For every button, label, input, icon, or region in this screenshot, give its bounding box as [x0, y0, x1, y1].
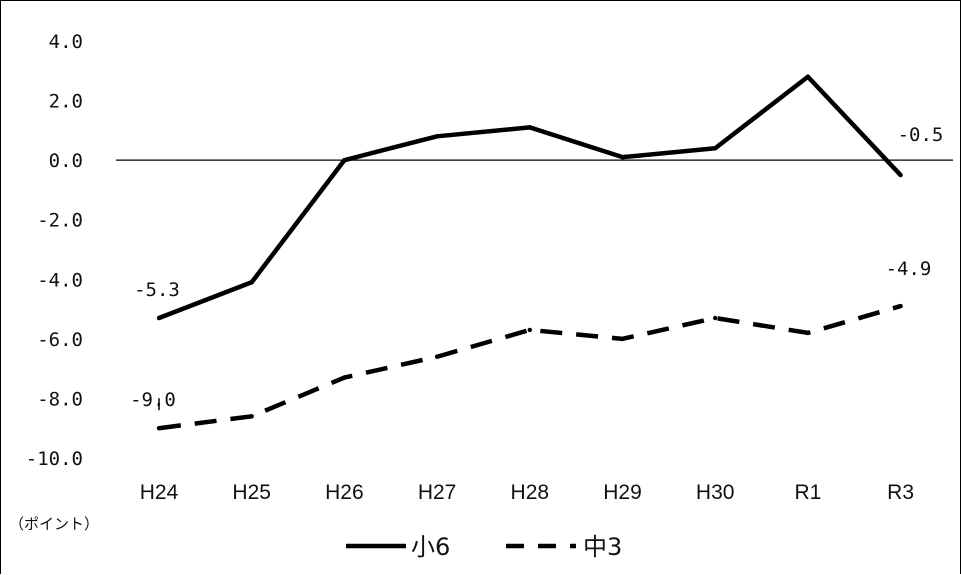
y-tick-label: -6.0 [37, 329, 83, 351]
data-label: -4.9 [886, 258, 932, 280]
x-tick-label: H25 [232, 481, 271, 504]
data-point [805, 74, 811, 79]
x-tick-label: H27 [418, 481, 457, 504]
data-point [805, 330, 811, 336]
x-tick-label: H28 [511, 481, 550, 504]
legend: 小6 中3 [346, 533, 622, 561]
data-point [620, 154, 625, 160]
data-point [156, 426, 162, 431]
y-axis-unit-label: （ポイント） [9, 515, 99, 533]
data-point [249, 280, 254, 285]
y-tick-label: -8.0 [37, 388, 83, 410]
y-tick-label: -2.0 [37, 210, 83, 232]
data-point [342, 375, 347, 380]
y-tick-label: 4.0 [49, 31, 83, 53]
data-point [156, 315, 162, 321]
series-line-1 [158, 74, 903, 321]
x-tick-label: R1 [794, 481, 821, 504]
x-tick-label: H29 [603, 481, 642, 504]
x-tick-label: H30 [696, 481, 735, 504]
x-axis-ticks: H24 H25 H26 H27 H28 H29 H30 R1 R3 [140, 481, 914, 504]
data-point [527, 327, 532, 333]
series-layer [156, 74, 903, 431]
data-point [713, 146, 718, 151]
data-label: -0.5 [898, 124, 944, 146]
y-tick-label: -10.0 [26, 448, 83, 470]
data-point [249, 414, 254, 419]
data-point [898, 303, 903, 309]
x-tick-label: H26 [325, 481, 364, 504]
data-point [527, 125, 532, 130]
y-tick-label: 2.0 [49, 91, 83, 113]
y-tick-label: 0.0 [49, 150, 83, 172]
data-point [898, 172, 903, 178]
data-point [342, 157, 347, 163]
data-point [713, 315, 718, 321]
series-line-2 [158, 303, 902, 431]
x-tick-label: R3 [887, 481, 914, 504]
data-labels: -5.3 -0.5 -9.0 -4.9 [130, 124, 943, 411]
y-axis-ticks: 4.0 2.0 0.0 -2.0 -4.0 -6.0 -8.0 -10.0 [26, 31, 83, 470]
data-label: -5.3 [134, 279, 180, 301]
y-tick-label: -4.0 [37, 269, 83, 291]
x-tick-label: H24 [140, 481, 179, 504]
legend-label-1: 小6 [411, 533, 450, 561]
data-point [434, 134, 440, 139]
data-point [620, 336, 625, 342]
data-point [434, 354, 440, 359]
legend-label-2: 中3 [583, 533, 622, 561]
data-label: -9.0 [130, 389, 176, 411]
